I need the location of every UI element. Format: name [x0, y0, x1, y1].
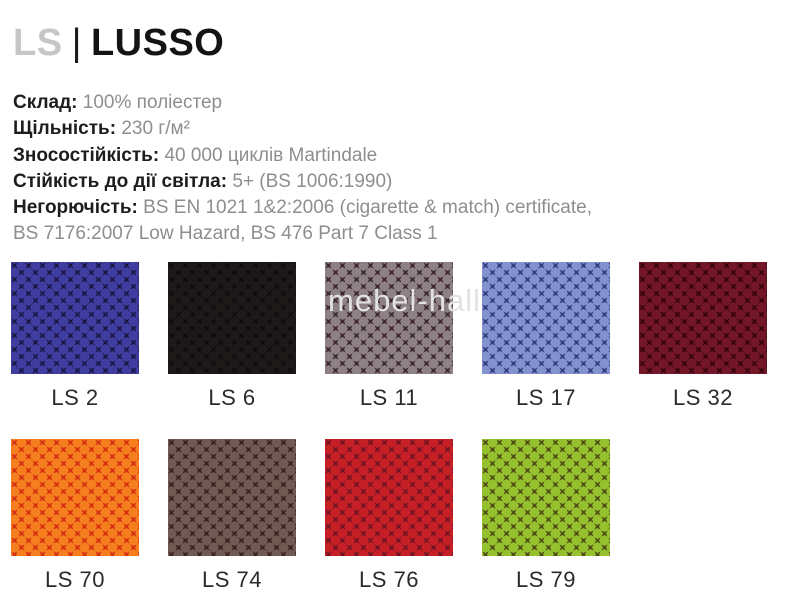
swatch-row: LS 2 LS 6 LS 11 LS 17 LS 32 [11, 262, 767, 411]
swatch-label: LS 79 [516, 567, 576, 592]
spec-value: 100% поліестер [82, 92, 223, 113]
fabric-swatch-cell: LS 11 [325, 262, 453, 411]
spec-line-continuation: BS 7176:2007 Low Hazard, BS 476 Part 7 C… [13, 221, 592, 247]
spec-value: 5+ (BS 1006:1990) [232, 170, 393, 192]
spec-line: Склад: 100% поліестер [13, 90, 592, 116]
spec-label: Зносостійкість: [13, 144, 160, 166]
fabric-swatch-image [168, 439, 296, 556]
fabric-swatch-cell: LS 76 [325, 439, 453, 593]
spec-value: 40 000 циклів Martindale [164, 144, 378, 166]
spec-label: Щільність: [13, 118, 117, 140]
fabric-swatch-cell: LS 2 [11, 262, 139, 411]
swatch-label: LS 74 [202, 567, 262, 592]
spec-label: Негорючість: [13, 197, 138, 219]
fabric-swatch-cell: LS 32 [639, 262, 767, 411]
fabric-swatch-image [482, 439, 610, 556]
spec-label: Склад: [13, 92, 78, 113]
fabric-swatch-cell: LS 6 [168, 262, 296, 411]
fabric-swatch-image [168, 262, 296, 374]
swatch-label: LS 11 [359, 385, 419, 410]
spec-line: Зносостійкість: 40 000 циклів Martindale [13, 143, 592, 169]
spec-label: Стійкість до дії світла: [13, 170, 228, 192]
fabric-swatch-image [11, 439, 139, 556]
fabric-swatch-image [482, 262, 610, 374]
fabric-swatch-cell: LS 17 [482, 262, 610, 411]
swatch-label: LS 6 [208, 385, 256, 410]
swatch-label: LS 76 [359, 567, 419, 592]
spec-line: Щільність: 230 г/м² [13, 116, 592, 142]
spec-value: 230 г/м² [121, 118, 190, 140]
fabric-swatch-cell: LS 70 [11, 439, 139, 593]
collection-code: LS [13, 22, 63, 64]
swatch-row: LS 70 LS 74 LS 76 LS 79 [11, 439, 610, 593]
page-title: LS | LUSSO [13, 22, 224, 64]
swatch-label: LS 17 [516, 385, 576, 410]
collection-name: LUSSO [90, 22, 225, 64]
spec-value: BS EN 1021 1&2:2006 (cigarette & match) … [143, 197, 592, 219]
swatch-label: LS 32 [673, 385, 733, 410]
spec-line: Негорючість: BS EN 1021 1&2:2006 (cigare… [13, 195, 592, 221]
swatch-label: LS 2 [51, 385, 99, 410]
spec-line: Стійкість до дії світла: 5+ (BS 1006:199… [13, 169, 592, 195]
fabric-swatch-cell: LS 79 [482, 439, 610, 593]
spec-list: Склад: 100% поліестер Щільність: 230 г/м²… [13, 90, 592, 248]
fabric-swatch-image [11, 262, 139, 374]
spec-value: BS 7176:2007 Low Hazard, BS 476 Part 7 C… [13, 223, 438, 245]
fabric-swatch-image [639, 262, 767, 374]
fabric-swatch-image [325, 439, 453, 556]
fabric-swatch-cell: LS 74 [168, 439, 296, 593]
fabric-swatch-image [325, 262, 453, 374]
swatch-label: LS 70 [45, 567, 105, 592]
title-separator: | [71, 22, 82, 64]
